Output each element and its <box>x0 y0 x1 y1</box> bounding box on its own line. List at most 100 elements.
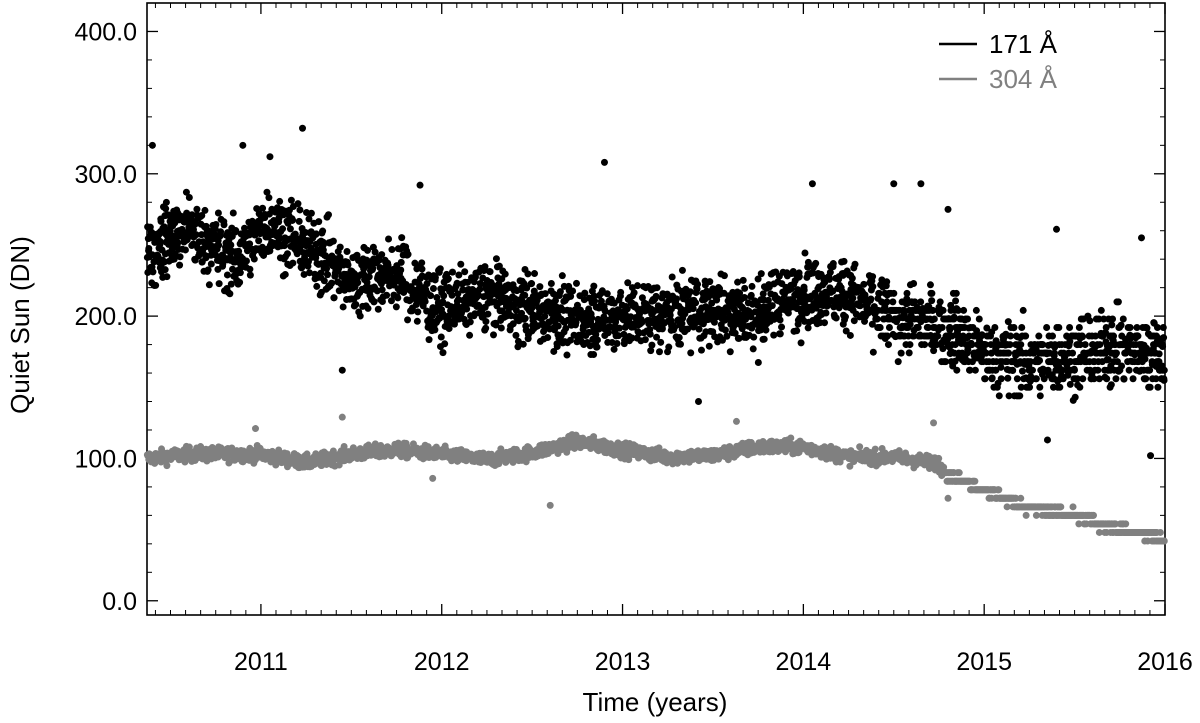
data-point-171 <box>615 324 623 332</box>
data-point-171 <box>501 270 509 278</box>
data-point-171 <box>776 316 784 324</box>
data-point-171 <box>1018 324 1026 332</box>
data-point-171 <box>590 350 598 358</box>
data-point-171 <box>1076 341 1084 349</box>
plot-frame-group <box>146 2 1166 616</box>
data-point-304 <box>1160 537 1168 545</box>
data-point-171 <box>492 255 500 263</box>
data-point-304-outlier <box>338 413 346 421</box>
data-point-304 <box>181 458 189 466</box>
data-point-171 <box>846 331 854 339</box>
data-point-171 <box>883 298 891 306</box>
data-point-304-outlier <box>251 425 259 433</box>
data-point-171 <box>145 245 153 253</box>
data-point-304 <box>1057 503 1065 511</box>
data-point-171 <box>593 343 601 351</box>
data-point-171 <box>971 366 979 374</box>
data-point-171 <box>947 301 955 309</box>
data-point-171 <box>1013 375 1021 383</box>
data-point-171 <box>313 282 321 290</box>
data-point-171 <box>952 289 960 297</box>
data-point-171 <box>495 262 503 270</box>
data-point-171 <box>320 277 328 285</box>
data-point-171 <box>295 217 303 225</box>
data-point-304-outlier <box>930 419 938 427</box>
data-point-304 <box>371 440 379 448</box>
data-point-171 <box>590 292 598 300</box>
data-point-171 <box>617 288 625 296</box>
data-point-304 <box>655 444 663 452</box>
data-point-171 <box>952 297 960 305</box>
data-point-171 <box>319 227 327 235</box>
data-point-171 <box>910 280 918 288</box>
data-point-171 <box>464 278 472 286</box>
data-point-171 <box>437 333 445 341</box>
data-point-171 <box>1073 375 1081 383</box>
data-point-171 <box>883 332 891 340</box>
data-point-171 <box>938 324 946 332</box>
data-point-171 <box>413 317 421 325</box>
data-point-171 <box>232 227 240 235</box>
data-point-171 <box>307 209 315 217</box>
data-point-171 <box>936 298 944 306</box>
data-point-171 <box>421 297 429 305</box>
data-point-171 <box>982 349 990 357</box>
data-point-171 <box>906 341 914 349</box>
data-point-171 <box>1070 366 1078 374</box>
data-point-171 <box>431 326 439 334</box>
data-point-171 <box>439 349 447 357</box>
data-point-304 <box>787 434 795 442</box>
data-point-171 <box>335 287 343 295</box>
data-point-171 <box>176 253 184 261</box>
data-point-304-outlier <box>944 494 952 502</box>
data-point-171 <box>229 209 237 217</box>
data-point-171 <box>991 324 999 332</box>
data-point-171 <box>343 247 351 255</box>
data-point-171 <box>897 349 905 357</box>
data-point-171 <box>869 273 877 281</box>
data-point-171 <box>1107 381 1115 389</box>
data-point-171 <box>572 318 580 326</box>
data-point-171 <box>646 330 654 338</box>
data-point-171 <box>934 332 942 340</box>
data-point-171 <box>840 257 848 265</box>
data-point-171 <box>385 235 393 243</box>
data-point-171 <box>1075 324 1083 332</box>
data-point-171 <box>939 306 947 314</box>
data-point-171 <box>911 298 919 306</box>
data-point-171 <box>212 220 220 228</box>
data-point-171 <box>657 338 665 346</box>
data-point-171 <box>241 224 249 232</box>
data-point-171 <box>663 290 671 298</box>
tick-marks <box>147 3 1166 615</box>
data-point-171 <box>320 240 328 248</box>
data-point-171 <box>694 280 702 288</box>
data-point-171 <box>427 292 435 300</box>
data-point-171 <box>797 339 805 347</box>
data-point-171 <box>869 283 877 291</box>
data-point-171 <box>762 326 770 334</box>
data-point-171 <box>161 266 169 274</box>
data-point-171 <box>444 275 452 283</box>
data-point-171 <box>1007 332 1015 340</box>
data-point-171 <box>1064 371 1072 379</box>
data-point-171 <box>541 290 549 298</box>
data-point-304 <box>329 447 337 455</box>
data-point-171 <box>1095 315 1103 323</box>
data-point-171 <box>668 273 676 281</box>
data-point-171 <box>591 297 599 305</box>
data-point-171 <box>1058 366 1066 374</box>
data-point-171 <box>1028 366 1036 374</box>
data-point-171 <box>486 268 494 276</box>
data-point-304 <box>955 469 963 477</box>
data-point-171 <box>841 313 849 321</box>
data-point-171 <box>192 231 200 239</box>
data-point-304 <box>971 477 979 485</box>
data-point-171 <box>675 333 683 341</box>
data-point-304 <box>1156 528 1164 536</box>
data-point-171 <box>1050 349 1058 357</box>
data-point-171 <box>822 309 830 317</box>
data-point-171 <box>638 294 646 302</box>
data-point-304-outlier <box>732 417 740 425</box>
data-point-171 <box>354 279 362 287</box>
